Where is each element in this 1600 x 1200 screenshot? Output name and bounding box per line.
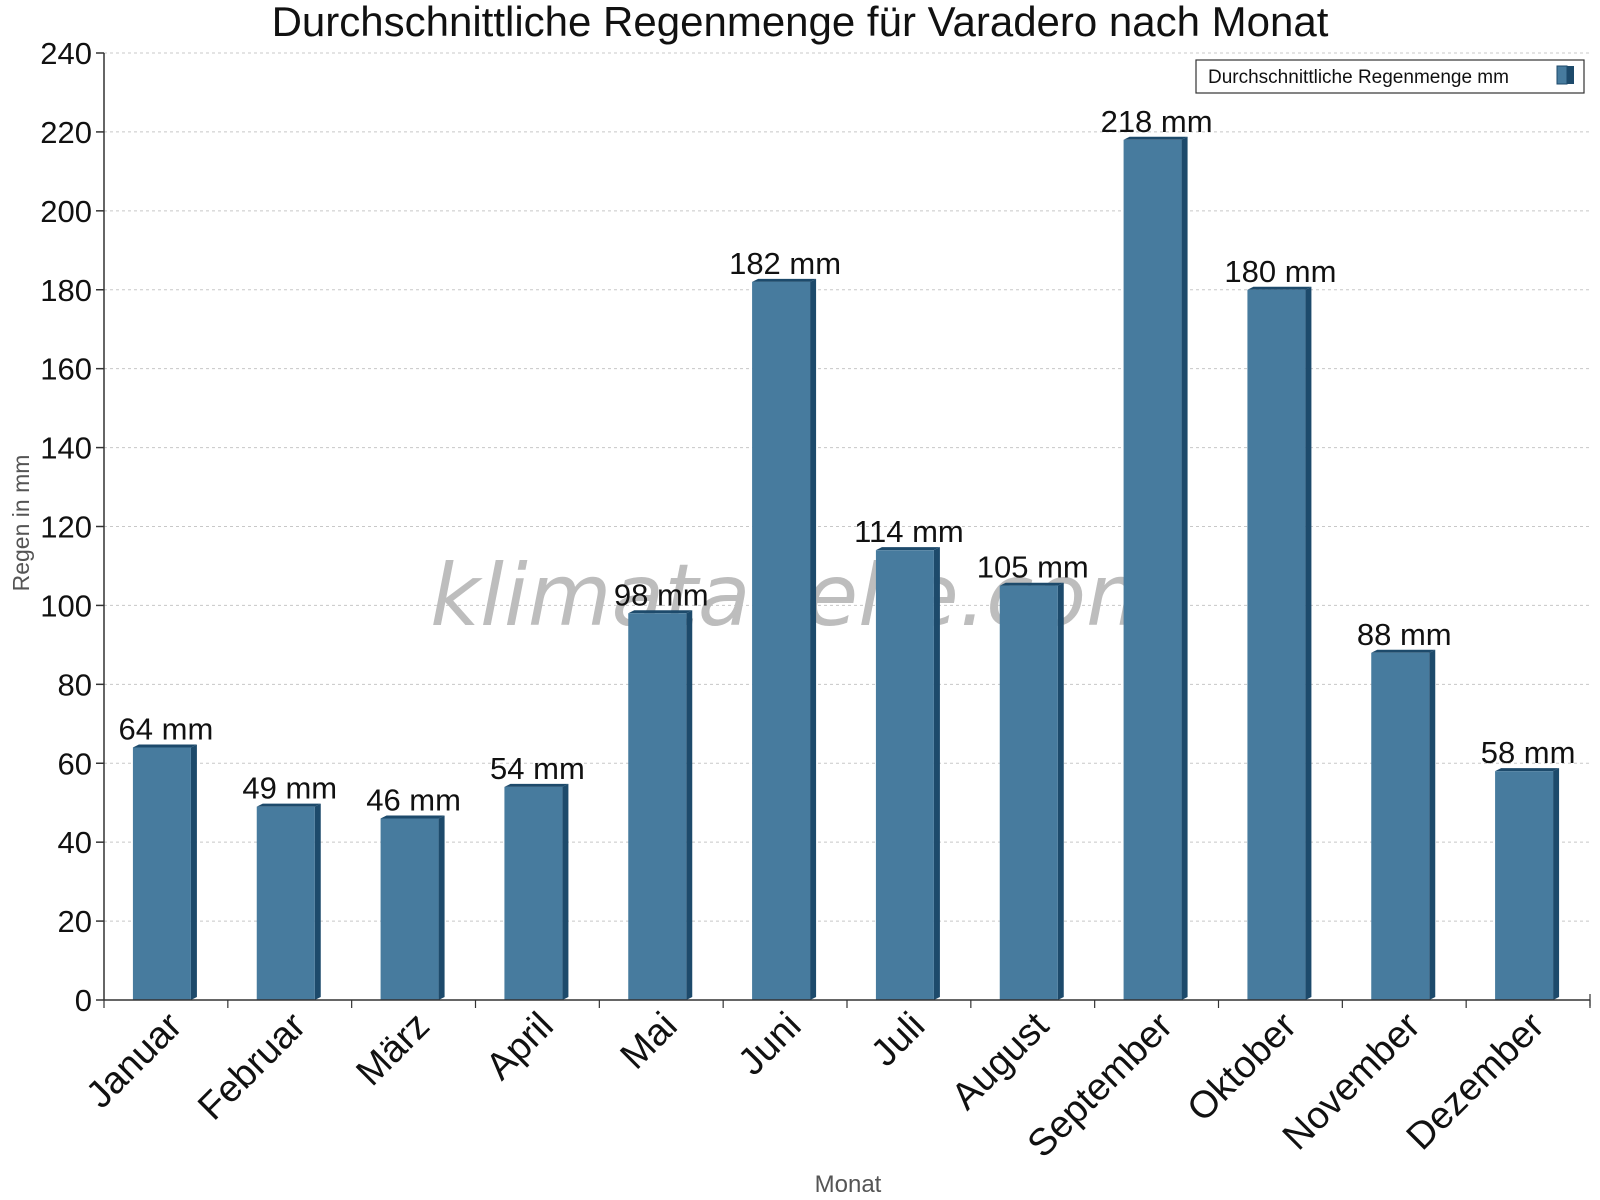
bar-group bbox=[628, 610, 693, 1000]
y-tick-label: 0 bbox=[75, 983, 92, 1018]
bar-side bbox=[314, 803, 321, 1000]
data-label: 58 mm bbox=[1481, 735, 1576, 770]
data-label: 46 mm bbox=[366, 782, 461, 817]
gridlines bbox=[104, 52, 1590, 922]
bar-top bbox=[1371, 649, 1436, 653]
bar-group bbox=[1123, 136, 1188, 1000]
bar-top bbox=[380, 815, 445, 819]
bar-top bbox=[256, 803, 321, 807]
bar bbox=[628, 613, 687, 1000]
bar-group bbox=[1247, 286, 1312, 1000]
y-tick-label: 80 bbox=[58, 667, 92, 702]
bar-top bbox=[1123, 136, 1188, 140]
x-tick-label: Februar bbox=[190, 1004, 314, 1128]
bar-side bbox=[686, 610, 693, 1000]
bar bbox=[999, 585, 1058, 1000]
x-axis-label: Monat bbox=[815, 1171, 882, 1198]
bar-top bbox=[132, 744, 197, 748]
bar bbox=[1495, 771, 1554, 1000]
x-tick-label: Juli bbox=[863, 1005, 933, 1075]
bar-side bbox=[1057, 582, 1064, 1000]
y-tick-label: 120 bbox=[40, 510, 92, 545]
y-tick-label: 200 bbox=[40, 194, 92, 229]
data-label: 88 mm bbox=[1357, 617, 1452, 652]
bar-group bbox=[1495, 768, 1560, 1000]
bar-side bbox=[1181, 136, 1188, 1000]
y-tick-label: 40 bbox=[58, 825, 92, 860]
bar-top bbox=[628, 610, 693, 614]
data-label: 182 mm bbox=[729, 246, 841, 281]
bar-group bbox=[875, 547, 940, 1000]
bar-side bbox=[933, 547, 940, 1000]
y-tick-label: 140 bbox=[40, 431, 92, 466]
bar-top bbox=[875, 547, 940, 551]
bar-top bbox=[1247, 286, 1312, 290]
bar-group bbox=[132, 744, 197, 1000]
bar-side bbox=[1553, 768, 1560, 1000]
data-label: 49 mm bbox=[242, 771, 337, 806]
bar bbox=[875, 550, 934, 1000]
y-tick-label: 20 bbox=[58, 904, 92, 939]
bar-side bbox=[562, 783, 569, 1000]
axes bbox=[96, 52, 1591, 1008]
bar-top bbox=[504, 783, 569, 787]
bar bbox=[380, 818, 439, 1000]
bar-side bbox=[1429, 649, 1436, 1000]
bar-group bbox=[752, 278, 817, 1000]
x-tick-label: April bbox=[478, 1005, 561, 1088]
x-tick-label: März bbox=[349, 1005, 438, 1094]
data-label: 114 mm bbox=[854, 514, 964, 549]
data-label: 105 mm bbox=[977, 550, 1089, 585]
data-label: 98 mm bbox=[614, 577, 709, 612]
bar bbox=[132, 747, 191, 1000]
y-axis-label: Regen in mm bbox=[8, 455, 34, 592]
y-tick-label: 220 bbox=[40, 115, 92, 150]
y-tick-label: 240 bbox=[40, 36, 92, 71]
data-label: 64 mm bbox=[119, 711, 214, 746]
bar bbox=[256, 806, 315, 1000]
y-tick-label: 100 bbox=[40, 588, 92, 623]
y-tick-label: 160 bbox=[40, 352, 92, 387]
bar-top bbox=[752, 278, 817, 282]
y-tick-label: 60 bbox=[58, 746, 92, 781]
bar-group bbox=[256, 803, 321, 1000]
legend-box bbox=[1195, 59, 1585, 94]
bar-group bbox=[380, 815, 445, 1000]
bar-side bbox=[1305, 286, 1312, 1000]
data-label: 54 mm bbox=[490, 751, 585, 786]
bar-group bbox=[1371, 649, 1436, 1000]
bars: 64 mm 49 mm 46 mm 54 mm 98 mm 182 mm 114 mm 105… bbox=[119, 104, 1576, 1000]
bar bbox=[1247, 289, 1306, 1000]
x-tick-label: Januar bbox=[78, 1004, 190, 1116]
x-tick-label: Oktober bbox=[1180, 1004, 1306, 1130]
bar bbox=[504, 786, 563, 1000]
legend-swatch bbox=[1556, 65, 1568, 85]
bar-side bbox=[190, 744, 197, 1000]
legend: Durchschnittliche Regenmenge mm bbox=[1195, 59, 1585, 94]
bar-group bbox=[504, 783, 569, 1000]
x-tick-label: August bbox=[944, 1004, 1058, 1118]
y-tick-labels: 0 20 40 60 80 100 120 140 160 180 200 220 240 bbox=[40, 36, 92, 1018]
x-tick-label: Mai bbox=[613, 1005, 686, 1078]
bar-side bbox=[810, 278, 817, 1000]
x-tick-label: Juni bbox=[730, 1005, 809, 1084]
chart-title: Durchschnittliche Regenmenge für Varader… bbox=[272, 0, 1329, 45]
data-label: 180 mm bbox=[1224, 254, 1336, 289]
y-tick-label: 180 bbox=[40, 273, 92, 308]
legend-label: Durchschnittliche Regenmenge mm bbox=[1208, 67, 1509, 88]
data-label: 218 mm bbox=[1101, 104, 1213, 139]
bar bbox=[1371, 652, 1430, 1000]
bar bbox=[1123, 139, 1182, 1000]
bar-top bbox=[1495, 768, 1560, 772]
bar bbox=[752, 281, 811, 1000]
bar-group bbox=[999, 582, 1064, 1000]
bar-side bbox=[438, 815, 445, 1000]
x-tick-label: Dezember bbox=[1399, 1004, 1553, 1158]
x-tick-labels: Januar Februar März April Mai Juni Juli AugustS… bbox=[78, 1004, 1552, 1165]
bar-top bbox=[999, 582, 1064, 586]
